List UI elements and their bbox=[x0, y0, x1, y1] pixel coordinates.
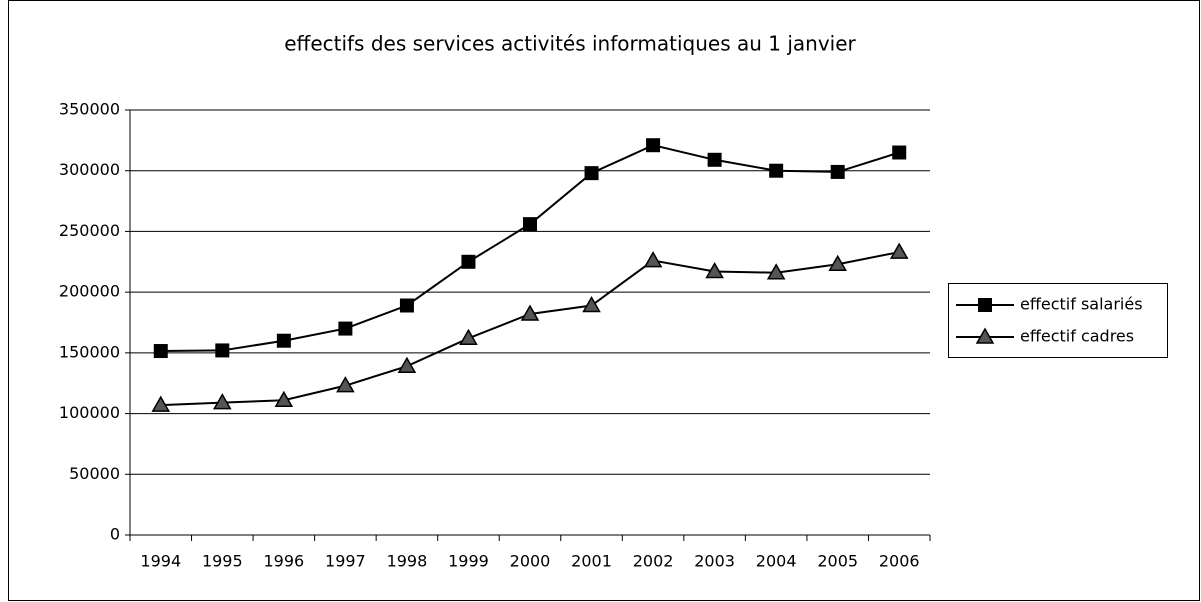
x-tick-label: 2002 bbox=[633, 552, 674, 571]
marker bbox=[276, 333, 291, 348]
y-tick-label: 100000 bbox=[59, 403, 120, 422]
y-tick-label: 300000 bbox=[59, 160, 120, 179]
marker bbox=[582, 295, 601, 313]
y-tick-label: 0 bbox=[110, 525, 120, 544]
marker bbox=[643, 251, 663, 268]
y-tick-label: 350000 bbox=[59, 100, 120, 119]
marker bbox=[828, 254, 847, 271]
x-tick-label: 2001 bbox=[571, 552, 612, 571]
y-tick-label: 50000 bbox=[69, 464, 120, 483]
marker bbox=[975, 327, 995, 344]
marker bbox=[769, 163, 784, 178]
x-tick-label: 2004 bbox=[756, 552, 797, 571]
marker bbox=[646, 138, 661, 153]
x-tick-label: 1994 bbox=[140, 552, 181, 571]
marker bbox=[461, 254, 476, 269]
x-tick-label: 1999 bbox=[448, 552, 489, 571]
x-tick-label: 2006 bbox=[879, 552, 920, 571]
x-tick-label: 1998 bbox=[387, 552, 428, 571]
marker bbox=[153, 344, 168, 359]
x-tick-label: 2000 bbox=[510, 552, 551, 571]
marker bbox=[830, 164, 845, 179]
legend-box bbox=[948, 283, 1168, 358]
marker bbox=[459, 328, 478, 346]
marker bbox=[338, 321, 353, 336]
marker bbox=[399, 298, 414, 313]
x-tick-label: 1997 bbox=[325, 552, 366, 571]
marker bbox=[215, 343, 230, 358]
x-tick-label: 2003 bbox=[694, 552, 735, 571]
chart-title: effectifs des services activités informa… bbox=[284, 32, 856, 56]
marker bbox=[397, 356, 417, 373]
marker bbox=[523, 217, 537, 232]
marker bbox=[151, 395, 171, 412]
marker bbox=[889, 242, 909, 259]
marker bbox=[520, 304, 540, 321]
legend-label: effectif salariés bbox=[1020, 295, 1143, 314]
marker bbox=[213, 393, 232, 410]
marker bbox=[766, 263, 786, 280]
marker bbox=[892, 145, 907, 160]
y-tick-label: 250000 bbox=[59, 221, 120, 240]
marker bbox=[274, 390, 294, 407]
marker bbox=[584, 166, 599, 181]
marker bbox=[705, 261, 724, 279]
marker bbox=[707, 152, 722, 167]
y-tick-label: 150000 bbox=[59, 342, 120, 361]
marker bbox=[978, 298, 992, 312]
y-tick-label: 200000 bbox=[59, 282, 120, 301]
x-tick-label: 1996 bbox=[263, 552, 304, 571]
legend-label: effectif cadres bbox=[1020, 327, 1134, 346]
marker bbox=[336, 376, 355, 393]
x-tick-label: 2005 bbox=[817, 552, 858, 571]
x-tick-label: 1995 bbox=[202, 552, 243, 571]
